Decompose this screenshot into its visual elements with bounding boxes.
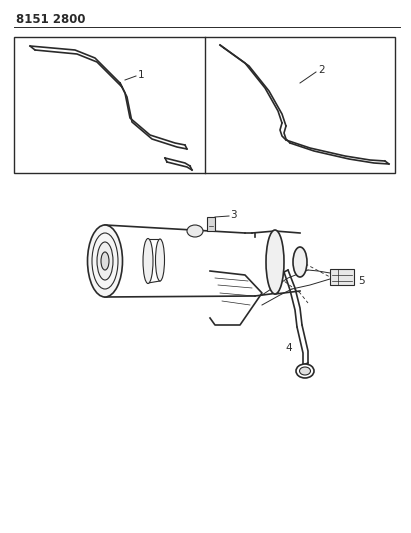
- Ellipse shape: [296, 364, 314, 378]
- Ellipse shape: [143, 238, 153, 284]
- Ellipse shape: [155, 239, 164, 281]
- Bar: [207, 217, 215, 231]
- Text: 3: 3: [230, 210, 237, 220]
- Text: 1: 1: [138, 70, 145, 80]
- Ellipse shape: [187, 225, 203, 237]
- Text: 2: 2: [318, 65, 325, 75]
- Ellipse shape: [88, 225, 122, 297]
- Ellipse shape: [266, 230, 284, 294]
- Bar: [14, 37, 395, 173]
- Ellipse shape: [101, 252, 109, 270]
- Text: 8151 2800: 8151 2800: [16, 13, 85, 26]
- Ellipse shape: [300, 367, 310, 375]
- Text: 5: 5: [358, 276, 365, 286]
- Polygon shape: [210, 271, 262, 325]
- Ellipse shape: [97, 242, 113, 280]
- Ellipse shape: [293, 247, 307, 277]
- Ellipse shape: [92, 233, 118, 289]
- Text: 4: 4: [285, 343, 292, 353]
- FancyBboxPatch shape: [330, 269, 354, 285]
